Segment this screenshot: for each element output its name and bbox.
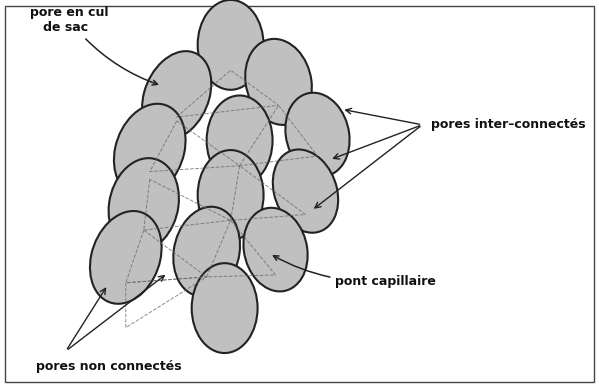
Ellipse shape [245, 39, 312, 125]
Ellipse shape [198, 0, 264, 90]
Text: pores non connectés: pores non connectés [36, 360, 181, 373]
Ellipse shape [192, 263, 258, 353]
Text: pore en cul
   de sac: pore en cul de sac [30, 6, 158, 85]
Ellipse shape [273, 149, 338, 233]
Text: pores inter–connectés: pores inter–connectés [431, 118, 586, 131]
Ellipse shape [243, 208, 308, 291]
Ellipse shape [114, 104, 186, 197]
Ellipse shape [198, 150, 264, 240]
Ellipse shape [90, 211, 162, 304]
Ellipse shape [142, 51, 211, 140]
Ellipse shape [108, 158, 179, 251]
Ellipse shape [173, 207, 240, 296]
Ellipse shape [207, 96, 273, 185]
Ellipse shape [285, 93, 350, 176]
Text: pont capillaire: pont capillaire [274, 256, 436, 288]
